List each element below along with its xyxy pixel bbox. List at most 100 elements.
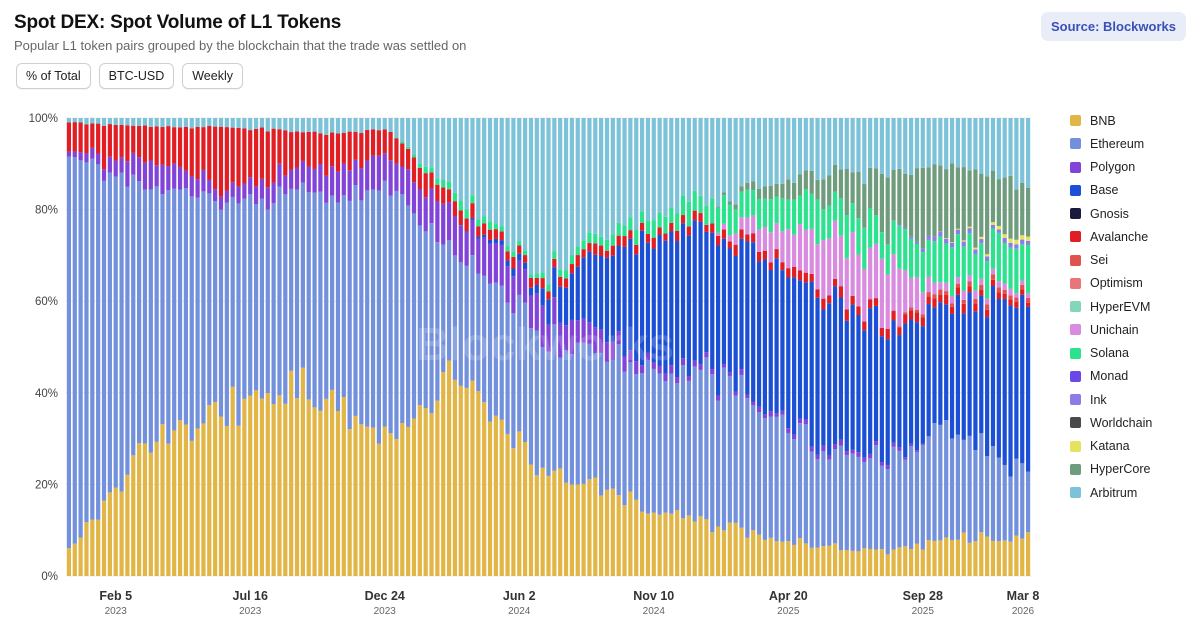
bar-segment-bnb bbox=[411, 418, 417, 576]
bar-segment-bnb bbox=[955, 539, 960, 576]
bar-segment-bnb bbox=[318, 410, 323, 576]
bar-segment-solana bbox=[639, 211, 645, 223]
bar-segment-ethereum bbox=[66, 156, 72, 549]
bar-segment-bnb bbox=[423, 408, 428, 576]
bar-stack bbox=[1025, 118, 1031, 576]
bar-segment-ethereum bbox=[645, 359, 651, 514]
bar-segment-solana bbox=[423, 166, 428, 174]
bar-stack bbox=[762, 118, 767, 576]
bar-segment-bnb bbox=[721, 530, 727, 576]
bar-stack bbox=[423, 118, 428, 576]
bar-segment-ethereum bbox=[476, 273, 481, 392]
bar-segment-base bbox=[792, 277, 797, 435]
legend-item-ink[interactable]: Ink bbox=[1070, 388, 1152, 411]
bar-segment-bnb bbox=[347, 429, 352, 576]
bar-segment-arbitrum bbox=[926, 118, 931, 168]
bar-segment-avalanche bbox=[265, 131, 270, 188]
legend-item-arbitrum[interactable]: Arbitrum bbox=[1070, 481, 1152, 504]
legend-item-avalanche[interactable]: Avalanche bbox=[1070, 225, 1152, 248]
interval-selector[interactable]: Weekly bbox=[182, 63, 243, 89]
bar-segment-katana bbox=[955, 228, 960, 230]
bar-segment-avalanche bbox=[441, 187, 446, 204]
bar-segment-base bbox=[499, 240, 504, 245]
bar-segment-avalanche bbox=[639, 222, 645, 231]
x-tick-year: 2026 bbox=[1012, 606, 1035, 617]
bar-segment-avalanche bbox=[330, 132, 335, 167]
bar-segment-arbitrum bbox=[306, 118, 311, 132]
legend-item-unichain[interactable]: Unichain bbox=[1070, 318, 1152, 341]
bar-segment-ethereum bbox=[131, 174, 136, 456]
legend-swatch bbox=[1070, 138, 1081, 150]
bar-segment-polygon bbox=[394, 163, 399, 191]
source-button[interactable]: Source: Blockworks bbox=[1041, 12, 1186, 41]
bar-segment-base bbox=[1002, 298, 1007, 465]
x-tick-year: 2023 bbox=[105, 606, 128, 617]
bar-segment-polygon bbox=[78, 152, 83, 161]
pair-selector[interactable]: BTC-USD bbox=[98, 63, 175, 89]
legend-item-sei[interactable]: Sei bbox=[1070, 249, 1152, 272]
bar-segment-avalanche bbox=[645, 233, 651, 243]
x-tick-label: Apr 20 bbox=[769, 589, 808, 603]
bar-segment-ethereum bbox=[411, 213, 417, 419]
legend-item-worldchain[interactable]: Worldchain bbox=[1070, 411, 1152, 434]
legend-item-monad[interactable]: Monad bbox=[1070, 365, 1152, 388]
legend-item-solana[interactable]: Solana bbox=[1070, 342, 1152, 365]
bar-segment-solana bbox=[1014, 248, 1019, 294]
bar-segment-ethereum bbox=[973, 450, 978, 542]
legend-item-polygon[interactable]: Polygon bbox=[1070, 156, 1152, 179]
bar-segment-avalanche bbox=[335, 133, 341, 172]
bar-segment-bnb bbox=[224, 425, 229, 576]
bar-segment-bnb bbox=[868, 548, 873, 576]
bar-segment-polygon bbox=[289, 169, 294, 189]
bar-segment-solana bbox=[563, 270, 569, 279]
bar-segment-solana bbox=[721, 195, 727, 224]
bar-segment-ink bbox=[926, 235, 931, 240]
bar-stack bbox=[581, 118, 586, 576]
bar-segment-unichain bbox=[1008, 288, 1013, 296]
legend-item-hyperevm[interactable]: HyperEVM bbox=[1070, 295, 1152, 318]
bar-segment-bnb bbox=[183, 424, 188, 576]
bar-segment-avalanche bbox=[511, 256, 516, 269]
bar-segment-arbitrum bbox=[563, 118, 569, 271]
legend-item-katana[interactable]: Katana bbox=[1070, 435, 1152, 458]
bar-segment-ink bbox=[938, 231, 943, 237]
bar-segment-avalanche bbox=[347, 131, 352, 171]
bar-segment-avalanche bbox=[429, 172, 434, 189]
bar-segment-polygon bbox=[903, 457, 908, 460]
bar-segment-polygon bbox=[563, 325, 569, 351]
bar-stack bbox=[131, 118, 136, 576]
bar-segment-bnb bbox=[979, 532, 984, 576]
legend-item-ethereum[interactable]: Ethereum bbox=[1070, 132, 1152, 155]
bar-segment-avalanche bbox=[745, 234, 750, 242]
percent-of-total-toggle[interactable]: % of Total bbox=[16, 63, 91, 89]
bar-segment-avalanche bbox=[142, 125, 148, 163]
bar-segment-polygon bbox=[341, 163, 346, 196]
bar-segment-ink bbox=[1008, 242, 1013, 248]
bar-segment-avalanche bbox=[786, 268, 791, 278]
bar-segment-arbitrum bbox=[131, 118, 136, 126]
legend-item-bnb[interactable]: BNB bbox=[1070, 109, 1152, 132]
bar-segment-solana bbox=[809, 193, 814, 229]
legend-item-optimism[interactable]: Optimism bbox=[1070, 272, 1152, 295]
bar-stack bbox=[897, 118, 902, 576]
bar-stack bbox=[873, 118, 879, 576]
bar-stack bbox=[487, 118, 493, 576]
bar-segment-arbitrum bbox=[253, 118, 259, 129]
bar-segment-polygon bbox=[277, 163, 282, 187]
legend-item-hypercore[interactable]: HyperCore bbox=[1070, 458, 1152, 481]
legend-item-gnosis[interactable]: Gnosis bbox=[1070, 202, 1152, 225]
bar-segment-bnb bbox=[148, 452, 153, 576]
bar-segment-avalanche bbox=[944, 294, 949, 305]
bar-segment-hypercore bbox=[745, 182, 750, 190]
bar-segment-avalanche bbox=[809, 273, 814, 282]
bar-segment-avalanche bbox=[534, 277, 539, 285]
bar-segment-bnb bbox=[446, 360, 452, 576]
legend-item-base[interactable]: Base bbox=[1070, 179, 1152, 202]
bar-segment-polygon bbox=[710, 369, 715, 375]
bar-segment-polygon bbox=[90, 147, 95, 159]
bar-segment-solana bbox=[932, 241, 937, 283]
bar-segment-avalanche bbox=[517, 245, 522, 254]
bar-segment-avalanche bbox=[961, 303, 966, 314]
bar-segment-arbitrum bbox=[101, 118, 107, 126]
bar-stack bbox=[868, 118, 873, 576]
